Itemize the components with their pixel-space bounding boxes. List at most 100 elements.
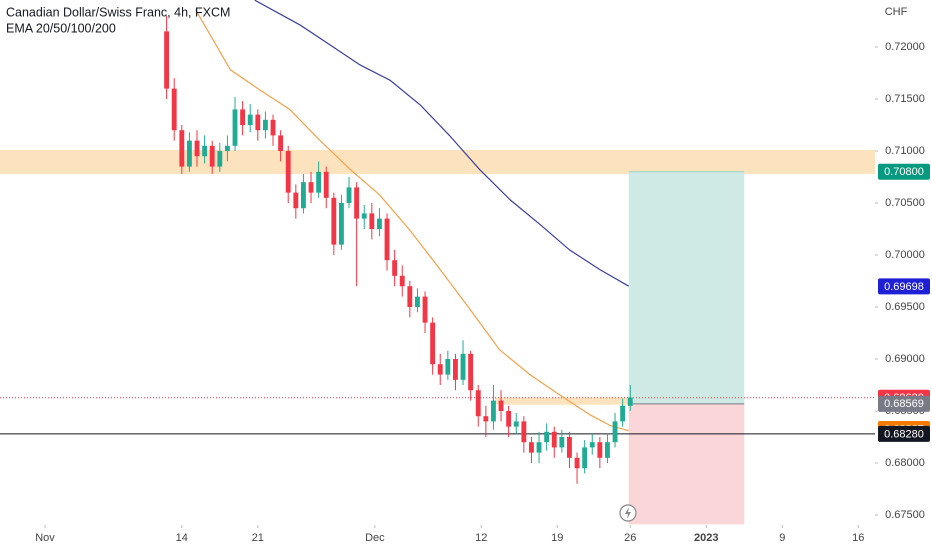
candle-body: [202, 145, 208, 157]
candle-body: [164, 31, 170, 89]
y-tick-label: 0.70000: [885, 249, 925, 261]
candle-body: [331, 197, 337, 245]
ema-line: [194, 9, 629, 432]
candle-body: [179, 130, 185, 167]
candle-body: [384, 218, 390, 261]
x-tick-label: 26: [624, 532, 636, 544]
x-tick-label: 21: [252, 532, 264, 544]
candle-body: [513, 421, 519, 427]
price-tag-label: 0.68569: [884, 398, 924, 410]
candle-body: [369, 213, 375, 230]
candle-body: [627, 397, 633, 406]
candle-body: [186, 140, 192, 167]
y-tick-label: 0.68000: [885, 457, 925, 469]
zone: [494, 397, 670, 405]
y-tick-label: 0.69000: [885, 353, 925, 365]
candle-body: [224, 145, 230, 152]
profit-area: [628, 171, 745, 404]
candle-body: [209, 145, 215, 167]
candle-body: [255, 114, 261, 131]
candle-body: [415, 296, 420, 308]
y-tick-label: 0.72000: [885, 41, 925, 53]
x-tick-label: 19: [551, 532, 563, 544]
ema-line: [254, 0, 629, 287]
candle-body: [589, 442, 595, 448]
y-tick-label: 0.70500: [885, 197, 925, 209]
y-tick-label: 0.71000: [885, 145, 925, 157]
candle-body: [544, 431, 550, 443]
candle-body: [316, 171, 322, 193]
candle-body: [392, 260, 398, 276]
price-tag: [878, 163, 930, 180]
candle-body: [293, 192, 299, 209]
x-tick-label: 9: [779, 532, 785, 544]
candle-body: [430, 322, 436, 365]
candle-body: [620, 405, 626, 422]
x-tick-label: Dec: [365, 532, 385, 544]
zone: [0, 149, 875, 174]
candle-body: [300, 182, 306, 209]
candle-body: [338, 203, 344, 245]
x-tick-label: 2023: [694, 532, 718, 544]
loss-area: [628, 403, 745, 525]
candle-body: [262, 119, 268, 131]
candle-body: [559, 437, 565, 448]
price-tag: [878, 425, 930, 442]
chart-subtitle: EMA 20/50/100/200: [6, 21, 116, 35]
candle-body: [217, 151, 223, 167]
candle-body: [232, 109, 238, 146]
candle-body: [323, 171, 329, 198]
candle-body: [498, 400, 504, 412]
y-tick-label: 0.71500: [885, 93, 925, 105]
candle-body: [361, 213, 367, 219]
candle-body: [506, 411, 512, 427]
candle-body: [308, 182, 314, 193]
candle-body: [270, 119, 276, 136]
candle-body: [285, 151, 291, 193]
candle-body: [171, 88, 177, 131]
y-tick-label: 0.69500: [885, 301, 925, 313]
y-tick-label: 0.67500: [885, 509, 925, 521]
candle-body: [475, 390, 481, 417]
candle-body: [605, 442, 610, 458]
candle-body: [407, 286, 413, 308]
price-tag-label: 0.68280: [884, 428, 924, 440]
candle-body: [354, 187, 360, 219]
replay-icon[interactable]: [619, 504, 637, 522]
candle-body: [491, 400, 496, 422]
price-tag: [878, 278, 930, 295]
candle-body: [445, 359, 451, 375]
price-tag-label: 0.70800: [884, 166, 924, 178]
candle-body: [582, 447, 588, 469]
candle-body: [346, 187, 352, 204]
x-tick-label: Nov: [35, 532, 55, 544]
candle-body: [521, 421, 527, 443]
y-unit: CHF: [885, 6, 908, 18]
candle-body: [460, 353, 466, 380]
chart-title: Canadian Dollar/Swiss Franc, 4h, FXCM: [6, 5, 230, 19]
candle-body: [551, 431, 557, 448]
candle-body: [483, 416, 489, 422]
x-tick-label: 12: [475, 532, 487, 544]
candle-body: [399, 275, 405, 287]
candle-body: [597, 442, 603, 458]
plot-area: [0, 0, 875, 525]
price-tag: [878, 395, 930, 412]
candle-body: [536, 442, 542, 453]
x-tick-label: 16: [852, 532, 864, 544]
axes: 0.72000 0.71500 0.71000 0.70500 0.70000 0.695…: [35, 41, 930, 544]
candle-body: [278, 135, 284, 152]
candle-body: [437, 364, 443, 375]
candle-body: [567, 437, 572, 458]
candle-body: [612, 421, 618, 443]
x-tick-label: 14: [176, 532, 188, 544]
candle-body: [529, 442, 534, 453]
candle-body: [194, 140, 200, 157]
candle-body: [468, 353, 474, 391]
candle-body: [574, 457, 580, 469]
candle-body: [240, 109, 246, 126]
candle-body: [422, 296, 428, 323]
candle-body: [453, 359, 458, 380]
